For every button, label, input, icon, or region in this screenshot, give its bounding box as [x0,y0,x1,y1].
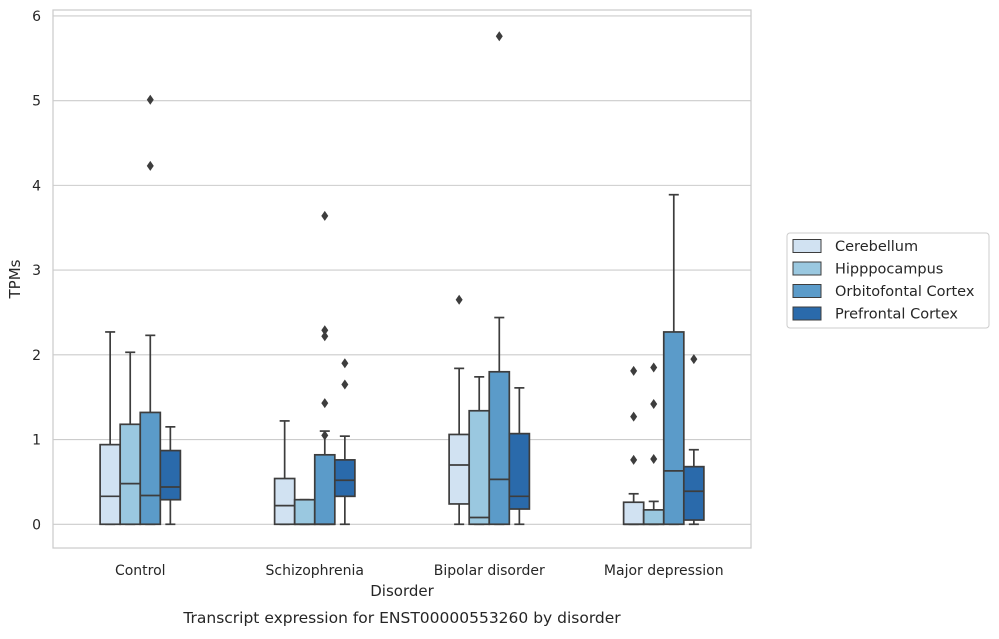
box [488,370,511,526]
outlier-point [321,430,329,441]
outlier-point [341,358,349,369]
outlier-point [146,160,154,171]
box [622,501,645,526]
box [448,433,471,505]
box [99,443,122,526]
y-axis-label: TPMs [6,259,24,299]
box-item [333,358,356,526]
box [468,409,491,526]
legend-label: Orbitofontal Cortex [835,284,975,300]
series-group [159,354,705,526]
box [682,465,705,521]
legend-label: Hipppocampus [835,262,943,278]
box-item [99,331,122,526]
box-item [273,420,296,526]
outlier-point [630,454,638,465]
outlier-point [321,325,329,336]
box-item [662,193,685,526]
y-tick-label: 1 [32,433,41,449]
x-tick-label: Bipolar disorder [434,563,545,579]
y-tick-label: 5 [32,94,41,110]
box-item [642,362,665,526]
box [139,411,162,526]
outlier-point [321,331,329,342]
outlier-point [321,398,329,409]
box-item [508,387,531,526]
box [508,432,531,510]
legend-swatch [792,239,822,253]
series-group [119,351,665,526]
box [293,498,316,526]
y-tick-label: 2 [32,348,41,364]
box [159,449,182,501]
legend-frame [786,232,990,329]
outlier-point [455,294,463,305]
box-item [139,94,162,526]
outlier-point [650,398,658,409]
box-series [99,31,705,526]
x-tick-label: Major depression [604,563,724,579]
outlier-point [495,31,503,42]
legend-label: Cerebellum [835,239,918,255]
y-tick-label: 3 [32,263,41,279]
x-tick-labels: Control Schizophrenia Bipolar disorder Majo… [115,563,724,579]
box [662,331,685,526]
box-item [159,425,182,526]
box [642,509,665,526]
box [333,459,356,498]
x-axis-label: Disorder [370,582,434,600]
box-item [313,210,336,526]
legend-swatch [792,306,822,321]
box-item [293,498,316,526]
legend: Cerebellum Hipppocampus Orbitofontal Corte… [786,232,990,329]
x-tick-label: Control [115,563,166,579]
legend-label: Prefrontal Cortex [835,307,958,323]
outlier-point [321,210,329,221]
box-item [682,354,705,526]
box-item [119,351,142,526]
outlier-point [630,411,638,422]
x-tick-label: Schizophrenia [266,563,364,579]
series-group [139,31,685,526]
outlier-point [146,94,154,105]
outlier-point [630,365,638,376]
legend-swatch [792,261,822,276]
box [273,477,296,526]
plot-frame [52,9,752,549]
outlier-point [690,354,698,365]
y-tick-labels: 0 1 2 3 4 5 6 [32,9,41,533]
figure-caption: Transcript expression for ENST0000055326… [182,609,621,627]
y-tick-label: 6 [32,9,41,25]
box [313,453,336,526]
box [119,423,142,526]
legend-swatch [792,284,822,298]
outlier-point [650,362,658,373]
y-tick-label: 0 [32,517,41,533]
outlier-point [341,379,349,390]
outlier-point [650,454,658,465]
y-tick-label: 4 [32,178,41,194]
